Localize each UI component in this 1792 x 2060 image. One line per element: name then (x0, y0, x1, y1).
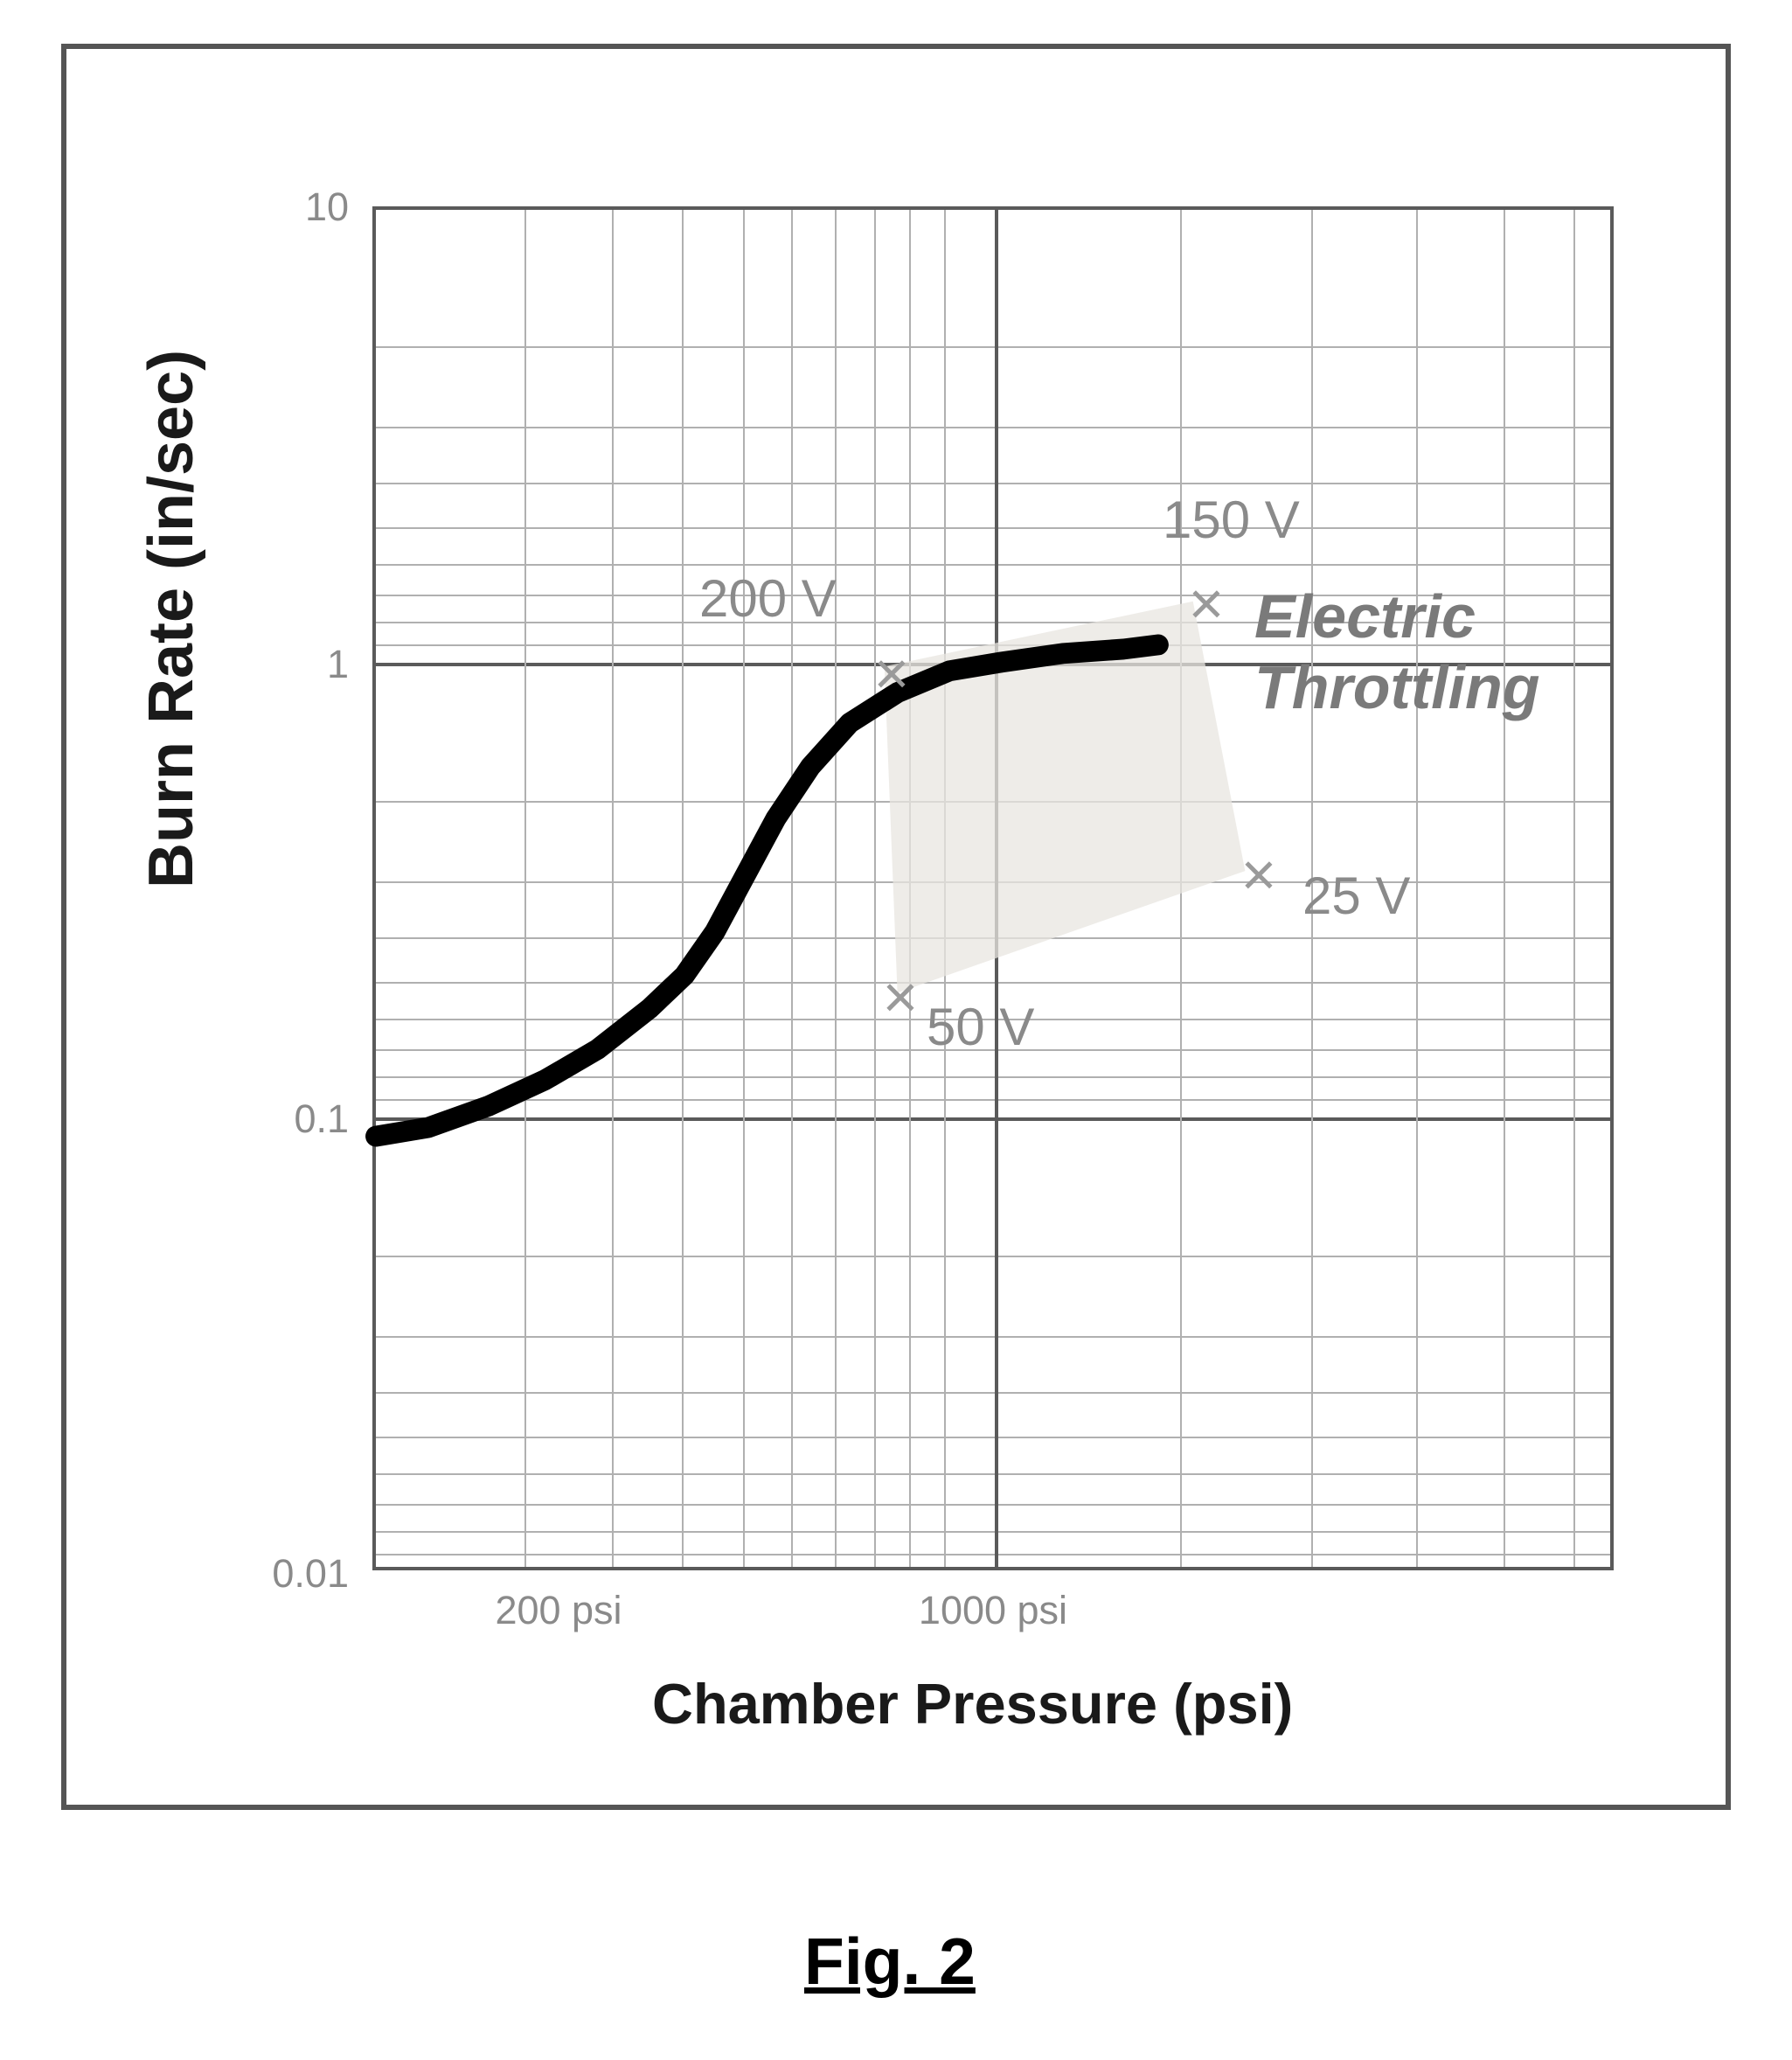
annotation-electric-throttling: Electric Throttling (1254, 581, 1540, 722)
marker-25v: × (1241, 839, 1277, 909)
plot-area: × × × × 200 V 150 V 50 V 25 V Electric T… (372, 206, 1614, 1570)
marker-50v: × (883, 962, 919, 1032)
y-tick-0p1: 0.1 (261, 1096, 349, 1142)
y-tick-1: 1 (261, 642, 349, 687)
y-tick-0p01: 0.01 (261, 1551, 349, 1597)
marker-200v: × (874, 638, 910, 708)
y-tick-10: 10 (261, 184, 349, 230)
marker-150v: × (1189, 568, 1225, 638)
x-tick-200: 200 psi (471, 1588, 646, 1633)
marker-label-200v: 200 V (699, 568, 837, 629)
figure-caption: Fig. 2 (804, 1924, 976, 1999)
y-axis-label: Burn Rate (in/sec) (135, 350, 207, 888)
outer-frame: Burn Rate (in/sec) 10 1 0.1 0.01 (61, 44, 1731, 1810)
marker-label-150v: 150 V (1163, 490, 1300, 550)
x-axis-label: Chamber Pressure (psi) (652, 1671, 1293, 1736)
chart-svg (376, 210, 1610, 1567)
annotation-line2: Throttling (1254, 653, 1540, 721)
marker-label-25v: 25 V (1302, 866, 1410, 926)
annotation-line1: Electric (1254, 582, 1476, 651)
marker-label-50v: 50 V (927, 997, 1034, 1057)
x-tick-1000: 1000 psi (906, 1588, 1080, 1633)
